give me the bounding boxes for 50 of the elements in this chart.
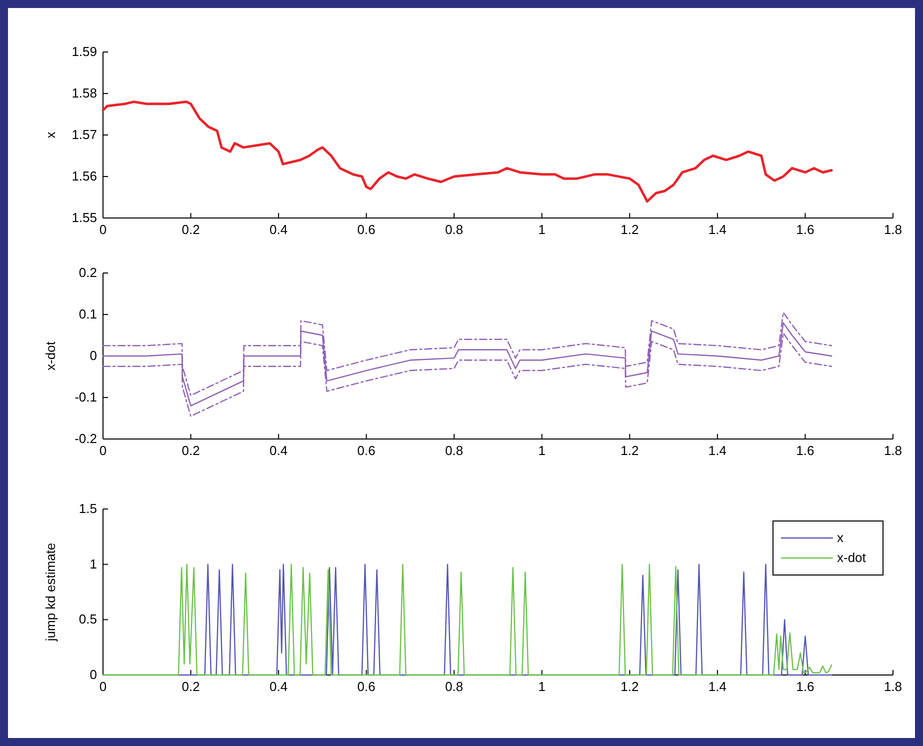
y-tick-label: 0.1 <box>78 306 97 322</box>
line-series <box>102 100 833 203</box>
legend-label: x <box>837 530 844 545</box>
x-tick-label: 0.6 <box>357 222 376 237</box>
x-tick-label: 1.4 <box>708 679 726 694</box>
x-tick-label: 1.4 <box>708 222 726 237</box>
x-tick-label: 0.6 <box>357 443 376 458</box>
x-tick-label: 0.4 <box>270 679 288 694</box>
y-tick-label: 1.59 <box>72 44 97 59</box>
x-tick-label: 0.8 <box>445 679 464 694</box>
x-tick-label: 0.4 <box>270 443 288 458</box>
x-tick-label: 1.6 <box>796 443 814 458</box>
y-axis-title: jump kd estimate <box>43 542 58 642</box>
x-tick-label: 1.8 <box>884 443 902 458</box>
x-tick-label: 1 <box>538 222 546 237</box>
x-tick-label: 0.6 <box>357 679 376 694</box>
y-tick-label: 1.57 <box>72 127 97 142</box>
y-tick-label: 1.55 <box>72 210 97 225</box>
x-tick-label: 1.2 <box>620 222 639 237</box>
x-tick-label: 1 <box>538 679 546 694</box>
y-tick-label: -0.2 <box>74 431 97 446</box>
x-tick-label: 1 <box>538 443 546 458</box>
x-tick-label: 0.2 <box>182 443 200 458</box>
y-tick-label: 0 <box>90 348 97 363</box>
x-tick-label: 0.4 <box>270 222 288 237</box>
x-tick-label: 0.2 <box>182 222 200 237</box>
x-tick-label: 1.4 <box>708 443 726 458</box>
x-tick-label: 1.8 <box>884 222 902 237</box>
x-tick-label: 0 <box>99 222 107 237</box>
x-tick-label: 0.8 <box>445 443 464 458</box>
y-tick-label: 0.2 <box>78 265 97 280</box>
x-tick-label: 1.2 <box>620 443 639 458</box>
y-tick-label: -0.1 <box>74 390 97 404</box>
x-tick-label: 1.6 <box>796 679 814 694</box>
x-tick-label: 1.2 <box>620 679 639 694</box>
x-tick-label: 0.8 <box>445 222 464 237</box>
x-tick-label: 0.2 <box>182 679 200 694</box>
y-tick-label: 0.5 <box>78 612 97 627</box>
y-tick-label: 1.56 <box>72 168 97 184</box>
y-axis-title: x <box>43 131 58 138</box>
y-tick-label: 1 <box>90 556 97 572</box>
y-axis-title: x-dot <box>43 341 58 370</box>
x-tick-label: 0 <box>99 443 107 458</box>
y-tick-label: 1.58 <box>72 86 97 100</box>
x-tick-label: 0 <box>99 679 107 694</box>
y-tick-label: 0 <box>90 667 97 682</box>
y-tick-label: 1.5 <box>78 501 97 516</box>
x-tick-label: 1.6 <box>796 222 814 237</box>
x-tick-label: 1.8 <box>884 679 902 694</box>
legend-label: x-dot <box>837 550 866 565</box>
